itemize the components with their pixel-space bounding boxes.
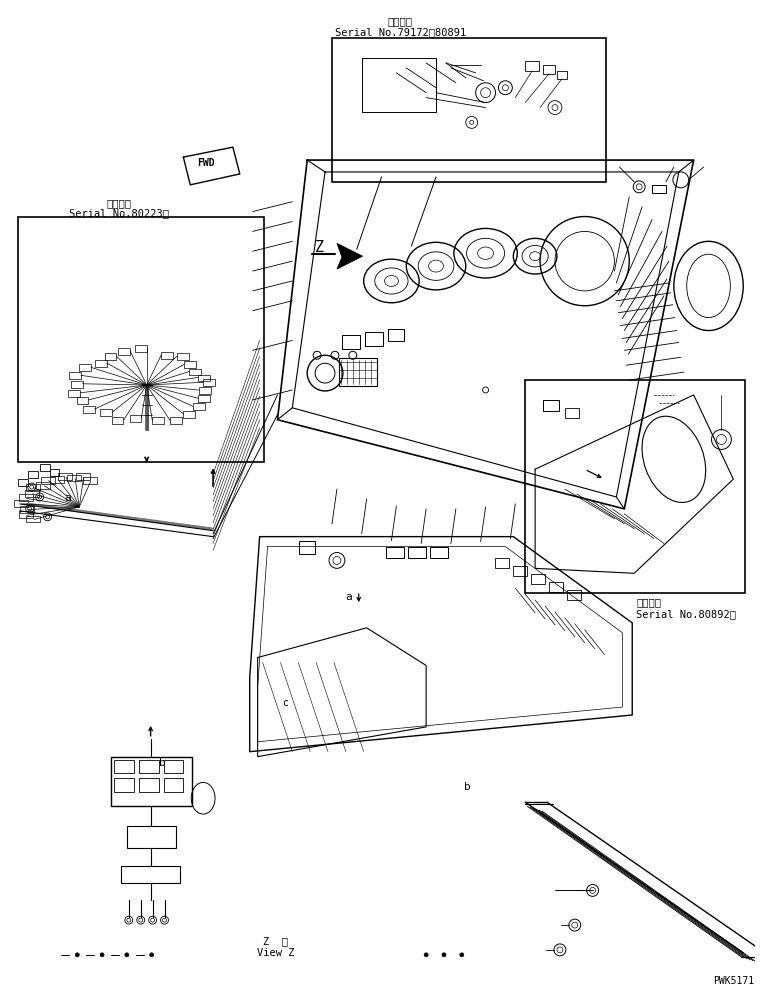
Text: Serial No.80892～: Serial No.80892～ (636, 608, 736, 618)
Bar (26, 484, 40, 491)
Bar (197, 375, 210, 382)
Circle shape (149, 953, 154, 957)
Bar (198, 396, 210, 403)
Bar (18, 218, 264, 463)
Text: a: a (345, 591, 351, 601)
Bar (199, 388, 210, 395)
Bar (27, 472, 37, 479)
Bar (152, 417, 164, 424)
Text: Z  見: Z 見 (263, 935, 288, 945)
Bar (386, 547, 405, 559)
Bar (83, 477, 97, 484)
Bar (514, 567, 527, 577)
Bar (543, 401, 559, 412)
Text: b: b (158, 756, 165, 766)
Bar (130, 415, 142, 422)
Bar (557, 72, 567, 80)
Text: c: c (283, 698, 288, 708)
Bar (203, 380, 215, 387)
Bar (531, 575, 545, 584)
Bar (184, 412, 195, 418)
Bar (40, 465, 50, 472)
Bar (77, 398, 88, 405)
Bar (430, 547, 448, 559)
Bar (104, 354, 117, 361)
Bar (184, 362, 196, 369)
Bar (121, 866, 181, 884)
Bar (71, 382, 82, 389)
Text: 適用号機: 適用号機 (636, 596, 661, 606)
Bar (24, 490, 39, 497)
Bar (50, 476, 64, 483)
Circle shape (100, 953, 104, 957)
Bar (342, 336, 360, 350)
Bar (139, 759, 158, 773)
Bar (19, 512, 33, 519)
Text: FWD: FWD (197, 158, 215, 168)
Bar (339, 359, 376, 387)
Circle shape (459, 953, 464, 957)
Bar (14, 500, 28, 507)
Bar (189, 369, 201, 376)
Text: Serial No.79172～80891: Serial No.79172～80891 (335, 27, 466, 37)
Bar (170, 417, 182, 424)
Bar (69, 373, 81, 380)
Bar (543, 66, 555, 75)
Bar (58, 473, 72, 480)
Circle shape (442, 953, 446, 957)
Bar (389, 329, 405, 342)
Bar (94, 361, 107, 368)
Text: PWK5171: PWK5171 (713, 975, 754, 985)
Bar (114, 759, 134, 773)
Bar (79, 365, 91, 372)
Bar (495, 559, 509, 569)
Text: b: b (464, 781, 470, 791)
Text: View Z: View Z (257, 947, 294, 957)
Circle shape (424, 953, 428, 957)
Bar (177, 354, 189, 361)
Bar (75, 474, 90, 481)
Bar (67, 475, 81, 482)
Bar (193, 404, 205, 411)
Polygon shape (337, 245, 363, 269)
Bar (567, 590, 581, 600)
Text: a: a (65, 493, 71, 503)
Bar (139, 778, 158, 792)
Bar (365, 333, 383, 347)
Bar (135, 345, 146, 352)
Text: Serial No.80223～: Serial No.80223～ (69, 209, 169, 219)
Bar (126, 826, 176, 848)
Bar (40, 477, 55, 484)
Text: Z: Z (315, 241, 325, 255)
Text: 適用号機: 適用号機 (388, 16, 413, 27)
Bar (408, 547, 426, 559)
Bar (37, 482, 50, 489)
Bar (652, 186, 666, 194)
Bar (565, 409, 578, 418)
Bar (18, 480, 27, 487)
Bar (69, 391, 80, 398)
Bar (100, 410, 112, 416)
Bar (114, 778, 134, 792)
Bar (50, 470, 59, 477)
Bar (525, 62, 539, 72)
Bar (111, 756, 192, 806)
Circle shape (125, 953, 129, 957)
Bar (164, 759, 184, 773)
Bar (164, 778, 184, 792)
Circle shape (75, 953, 79, 957)
Bar (332, 39, 607, 183)
Bar (27, 516, 40, 523)
Bar (111, 417, 123, 424)
Bar (19, 495, 33, 502)
Bar (525, 381, 745, 593)
Bar (299, 541, 315, 555)
Bar (549, 582, 563, 592)
Bar (20, 506, 34, 513)
Bar (83, 407, 94, 414)
Text: 適用号機: 適用号機 (107, 198, 131, 208)
Bar (118, 349, 130, 356)
Bar (162, 353, 173, 360)
